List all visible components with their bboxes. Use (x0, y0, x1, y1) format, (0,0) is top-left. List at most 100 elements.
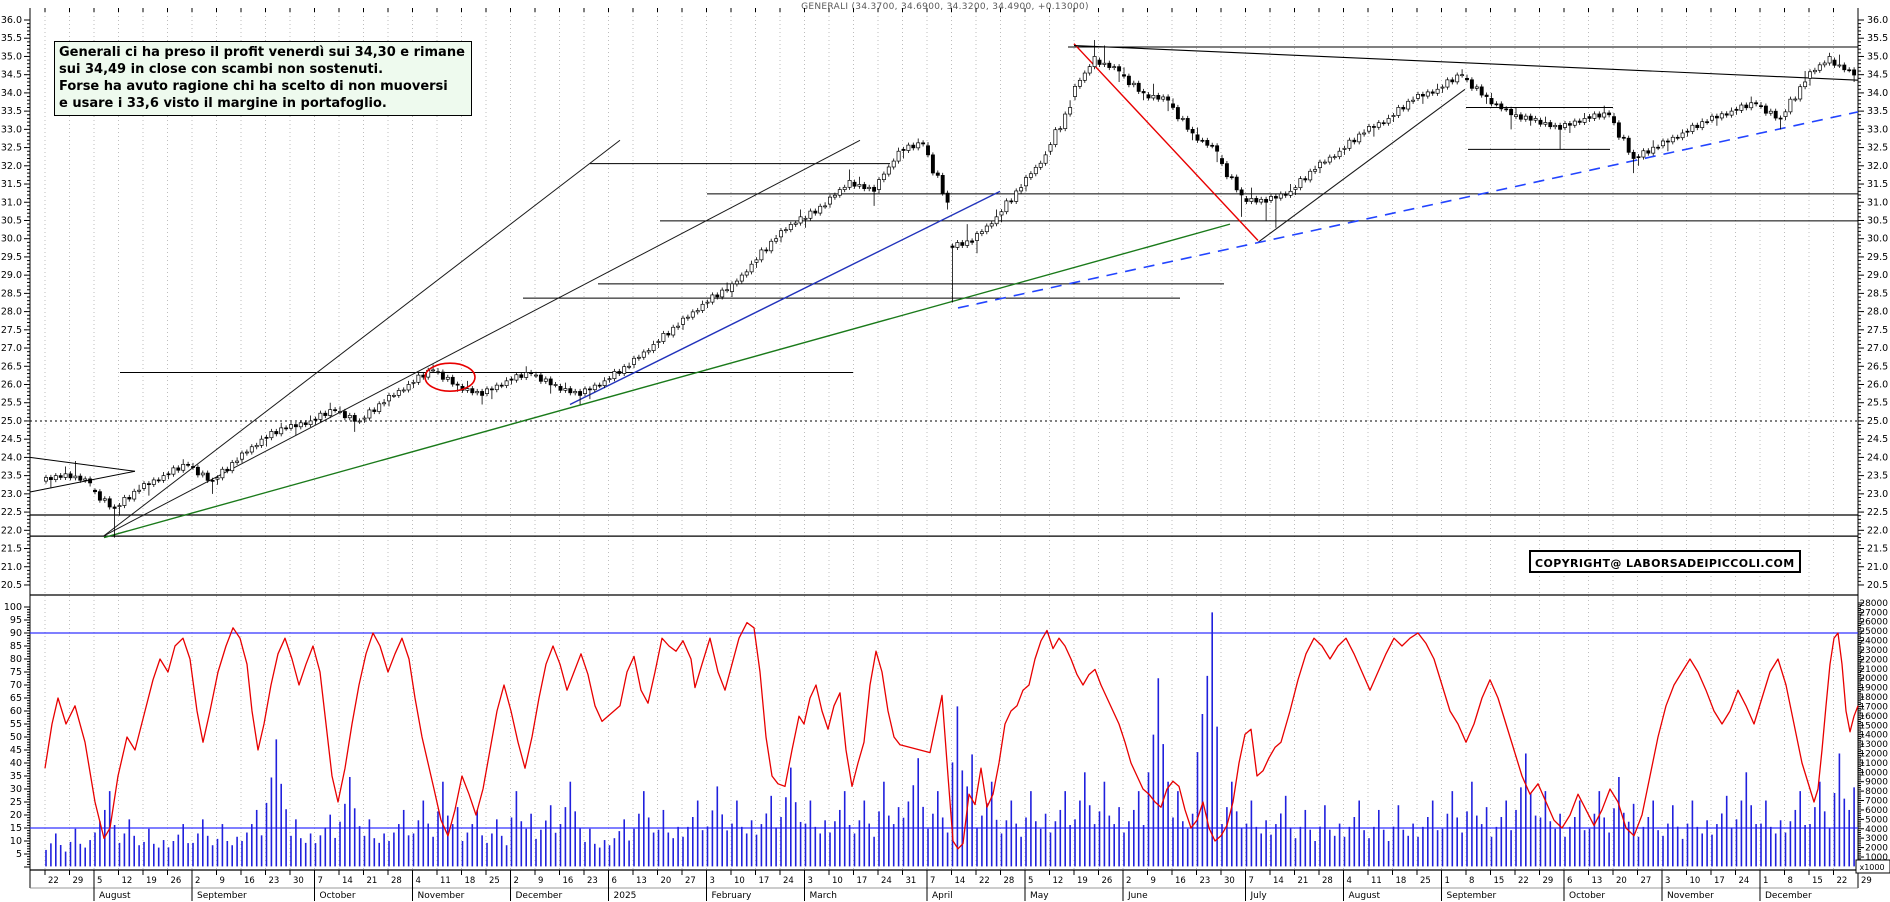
svg-text:80: 80 (10, 654, 22, 665)
svg-text:8: 8 (1788, 876, 1793, 886)
top-descending (1073, 44, 1859, 81)
svg-text:12: 12 (122, 876, 133, 886)
svg-text:26000: 26000 (1859, 618, 1888, 628)
svg-text:11: 11 (440, 876, 451, 886)
svg-text:April: April (932, 891, 953, 901)
svg-text:21000: 21000 (1859, 665, 1888, 675)
svg-text:October: October (1569, 891, 1605, 901)
svg-text:4: 4 (1347, 876, 1352, 886)
svg-text:9: 9 (1151, 876, 1156, 886)
svg-text:21.5: 21.5 (1867, 544, 1888, 555)
svg-text:34.5: 34.5 (1867, 70, 1888, 81)
svg-text:20.5: 20.5 (1, 580, 22, 591)
triangle-top (29, 456, 136, 472)
svg-text:14: 14 (955, 876, 966, 886)
svg-text:24.5: 24.5 (1867, 434, 1888, 445)
svg-text:5000: 5000 (1865, 815, 1888, 825)
svg-text:28: 28 (1004, 876, 1015, 886)
svg-text:90: 90 (10, 628, 22, 639)
copyright-label: COPYRIGHT@ LABORSADEIPICCOLI.COM (1529, 550, 1801, 573)
svg-text:15: 15 (10, 823, 22, 834)
svg-text:4000: 4000 (1865, 825, 1888, 835)
svg-text:28000: 28000 (1859, 599, 1888, 609)
red-decline (1073, 43, 1259, 242)
svg-text:25.5: 25.5 (1, 398, 22, 409)
svg-text:28: 28 (1322, 876, 1333, 886)
svg-text:23.5: 23.5 (1867, 471, 1888, 482)
svg-text:45: 45 (10, 745, 22, 756)
svg-text:22000: 22000 (1859, 655, 1888, 665)
svg-text:23: 23 (1200, 876, 1211, 886)
svg-text:7: 7 (318, 876, 323, 886)
svg-text:29: 29 (73, 876, 84, 886)
svg-text:16: 16 (1175, 876, 1186, 886)
svg-text:19: 19 (146, 876, 157, 886)
svg-text:23: 23 (587, 876, 598, 886)
copyright-text: COPYRIGHT@ LABORSADEIPICCOLI.COM (1535, 557, 1795, 570)
svg-text:25.5: 25.5 (1867, 398, 1888, 409)
svg-text:March: March (810, 891, 837, 901)
svg-text:16: 16 (563, 876, 574, 886)
svg-text:31.0: 31.0 (1867, 197, 1888, 208)
svg-text:27.5: 27.5 (1867, 325, 1888, 336)
svg-text:18: 18 (1396, 876, 1407, 886)
svg-text:32.0: 32.0 (1867, 161, 1888, 172)
annotation-line: sui 34,49 in close con scambi non sosten… (59, 62, 384, 77)
svg-text:28.5: 28.5 (1, 288, 22, 299)
svg-text:24: 24 (881, 876, 892, 886)
svg-text:14: 14 (1273, 876, 1284, 886)
svg-text:17: 17 (759, 876, 770, 886)
annotation-line: e usare i 33,6 visto il margine in porta… (59, 96, 387, 111)
highlight-ellipse (424, 362, 476, 393)
svg-text:22: 22 (48, 876, 59, 886)
svg-text:13000: 13000 (1859, 740, 1888, 750)
svg-text:2: 2 (1126, 876, 1131, 886)
svg-text:19: 19 (1077, 876, 1088, 886)
svg-text:20: 20 (661, 876, 672, 886)
svg-text:3000: 3000 (1865, 834, 1888, 844)
svg-text:6: 6 (1567, 876, 1572, 886)
svg-text:22.0: 22.0 (1867, 525, 1888, 536)
annotation-box: Generali ci ha preso il profit venerdì s… (54, 41, 472, 116)
ellipse-layer (424, 362, 476, 393)
july-rally (1257, 88, 1466, 243)
svg-text:29.0: 29.0 (1867, 270, 1888, 281)
svg-text:21.0: 21.0 (1, 562, 22, 573)
svg-text:21.5: 21.5 (1, 544, 22, 555)
svg-text:27: 27 (685, 876, 696, 886)
svg-text:26.5: 26.5 (1, 361, 22, 372)
svg-text:15: 15 (1812, 876, 1823, 886)
svg-text:29.0: 29.0 (1, 270, 22, 281)
svg-text:30.0: 30.0 (1, 234, 22, 245)
svg-text:30: 30 (10, 784, 22, 795)
svg-text:December: December (1765, 891, 1812, 901)
svg-text:12000: 12000 (1859, 749, 1888, 759)
svg-text:27.0: 27.0 (1, 343, 22, 354)
svg-text:29.5: 29.5 (1, 252, 22, 263)
oscillator-layer (44, 621, 1859, 850)
trendlines-layer (29, 43, 1859, 539)
svg-text:25: 25 (10, 797, 22, 808)
price-axis-layer: 20.5 20.5 21.0 21.0 21.5 21.5 22.0 22.0 22.5 22.5… (1, 15, 1888, 591)
volume-layer (45, 612, 1855, 867)
svg-text:September: September (197, 891, 247, 901)
svg-text:85: 85 (10, 641, 22, 652)
oscillator-axis-layer: 5 10 15 20 25 30 35 40 45 50 55 60 65 70 75 80 85 90 95 100 (4, 602, 30, 868)
blue-support (569, 190, 1001, 406)
svg-text:95: 95 (10, 615, 22, 626)
svg-text:2: 2 (514, 876, 519, 886)
gridlines-layer (44, 8, 1859, 870)
svg-text:27000: 27000 (1859, 608, 1888, 618)
svg-text:18: 18 (465, 876, 476, 886)
svg-text:24: 24 (783, 876, 794, 886)
svg-text:2025: 2025 (614, 891, 637, 901)
blue-dashed-support (957, 111, 1859, 309)
candles-layer (44, 40, 1857, 538)
svg-text:30: 30 (293, 876, 304, 886)
svg-text:August: August (99, 891, 131, 901)
svg-text:8000: 8000 (1865, 787, 1888, 797)
svg-text:100: 100 (4, 602, 22, 613)
svg-text:10: 10 (1690, 876, 1701, 886)
